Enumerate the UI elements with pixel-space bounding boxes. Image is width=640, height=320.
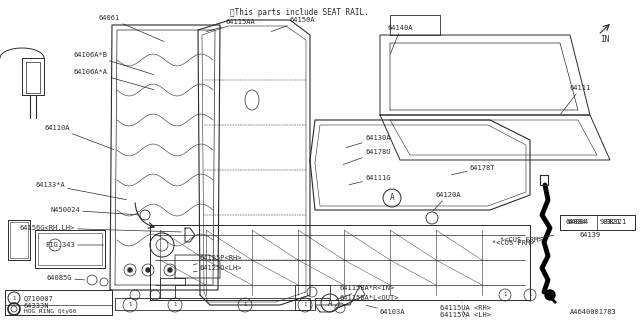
Text: 1: 1 [303,302,307,308]
Text: 98321: 98321 [605,219,627,225]
Circle shape [127,268,132,273]
Text: 64178T: 64178T [451,165,495,175]
Text: 64156G<RH,LH>: 64156G<RH,LH> [20,225,182,232]
Text: 64125O<LH>: 64125O<LH> [193,265,243,272]
Text: 1: 1 [504,292,507,298]
Text: *<CUS FRM>: *<CUS FRM> [493,235,554,246]
Text: Q710007: Q710007 [24,295,54,301]
Text: 64115BA*R<IN>: 64115BA*R<IN> [336,285,396,300]
Text: 64150A: 64150A [271,17,316,32]
Text: 64333N: 64333N [24,303,49,309]
Text: N450024: N450024 [51,207,139,215]
Text: 64130A: 64130A [346,135,390,148]
Text: A: A [328,299,332,308]
Text: 64133*A: 64133*A [35,182,127,200]
Circle shape [545,290,555,300]
Text: 1: 1 [243,302,246,308]
Text: 64120A: 64120A [433,192,461,211]
Text: 64106A*B: 64106A*B [74,52,154,75]
Text: 64125P<RH>: 64125P<RH> [193,255,243,265]
Text: 64110A: 64110A [45,125,114,149]
Text: 98321: 98321 [600,219,621,225]
Text: 64139: 64139 [579,232,600,238]
Text: HOG RING Qty60: HOG RING Qty60 [24,309,77,315]
Text: 64115VA <LH>: 64115VA <LH> [440,311,491,318]
Text: 1: 1 [12,295,15,300]
Text: *<CUS FRM>: *<CUS FRM> [499,237,542,243]
Text: A: A [390,194,394,203]
Text: 64084: 64084 [568,219,589,225]
Circle shape [168,268,173,273]
Text: 64178U: 64178U [343,149,390,164]
Text: 1: 1 [129,302,132,308]
Text: 64111: 64111 [561,85,591,114]
Text: 64103A: 64103A [366,305,406,315]
Text: 64084: 64084 [565,219,587,225]
Text: FIG.343: FIG.343 [45,242,104,248]
Text: 64115BA*L<OUT>: 64115BA*L<OUT> [337,295,399,308]
Circle shape [145,268,150,273]
Text: 64061: 64061 [99,15,164,42]
Text: 64085G: 64085G [47,275,84,281]
Text: 1: 1 [173,302,177,308]
Text: 64115UA <RH>: 64115UA <RH> [440,302,491,311]
Text: 64106A*A: 64106A*A [74,69,154,90]
Text: 64111G: 64111G [349,175,390,185]
Text: 64140A: 64140A [388,25,413,54]
Text: 64115AA: 64115AA [206,19,255,32]
Text: A4640001783: A4640001783 [570,309,617,315]
Text: IN: IN [600,36,609,44]
Text: ※This parts include SEAT RAIL.: ※This parts include SEAT RAIL. [230,8,369,17]
Text: 1: 1 [529,292,532,298]
